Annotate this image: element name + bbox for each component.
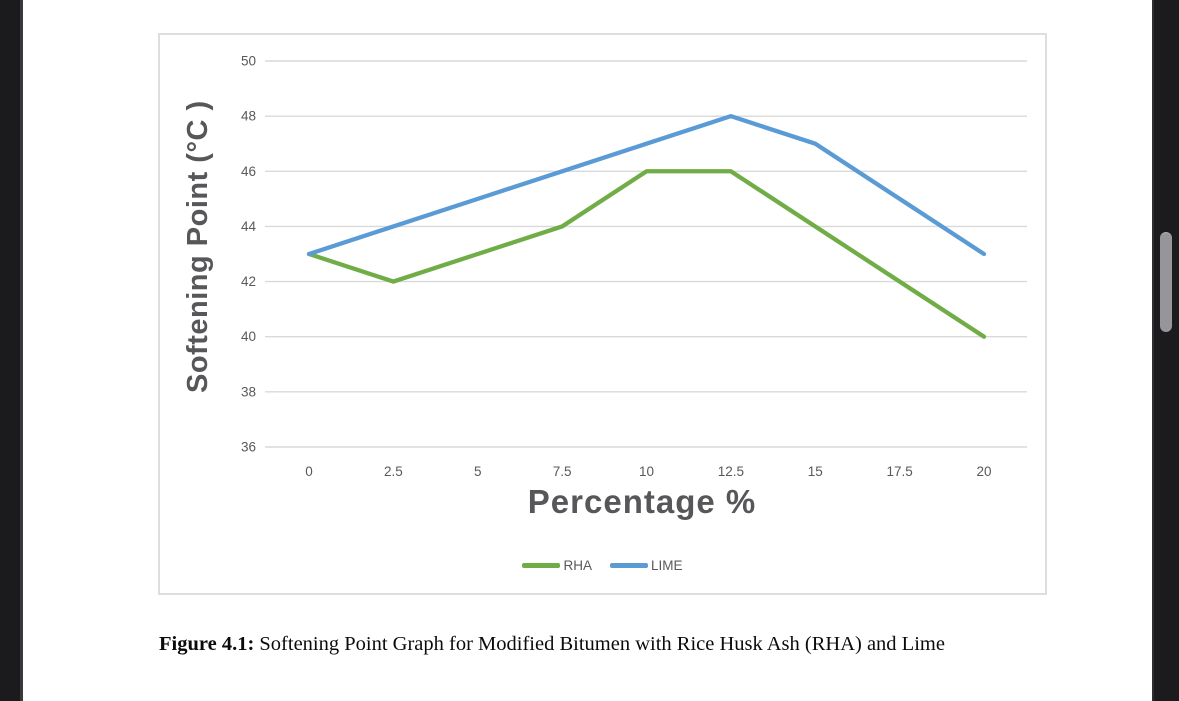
y-tick-label: 40 [241,329,256,344]
y-tick-label: 50 [241,54,256,69]
legend-label-rha: RHA [563,558,592,573]
x-tick-label: 10 [639,464,654,479]
figure-caption: Figure 4.1: Softening Point Graph for Mo… [159,633,1159,656]
softening-point-chart: 36 38 40 42 44 46 48 50 0 2.5 5 7.5 10 12.5 15 17.5 20 S… [158,33,1047,595]
y-tick-label: 44 [241,219,257,234]
y-tick-label: 46 [241,164,256,179]
x-tick-label: 0 [305,464,313,479]
rha-line-swatch [522,563,561,568]
x-tick-label: 15 [808,464,823,479]
left-bezel-edge [20,0,23,701]
lime-series-line [306,113,987,257]
x-axis-title: Percentage % [527,483,757,520]
y-tick-label: 48 [241,109,256,124]
x-tick-label: 12.5 [718,464,744,479]
x-tick-label: 2.5 [384,464,403,479]
legend-label-lime: LIME [651,558,683,573]
right-bezel-scroll-track [1152,0,1179,701]
y-axis-title: Softening Point (°C ) [182,100,214,394]
x-tick-label: 7.5 [553,464,572,479]
y-tick-label: 38 [241,384,256,399]
chart-plot-area: 36 38 40 42 44 46 48 50 0 2.5 5 7.5 10 12.5 15 17.5 20 [241,54,1027,479]
x-tick-label: 20 [976,464,991,479]
x-tick-label: 17.5 [886,464,912,479]
x-tick-label: 5 [474,464,482,479]
chart-legend: RHA LIME [160,558,1045,573]
figure-caption-text: Softening Point Graph for Modified Bitum… [259,633,945,655]
legend-item-rha: RHA [522,558,592,573]
scrollbar-thumb[interactable] [1160,232,1172,332]
figure-caption-number: Figure 4.1: [159,633,255,655]
rha-series-line [306,169,987,339]
left-bezel [0,0,20,701]
lime-line-swatch [610,563,648,568]
y-tick-label: 36 [241,440,256,455]
y-tick-label: 42 [241,274,256,289]
legend-item-lime: LIME [610,558,683,573]
